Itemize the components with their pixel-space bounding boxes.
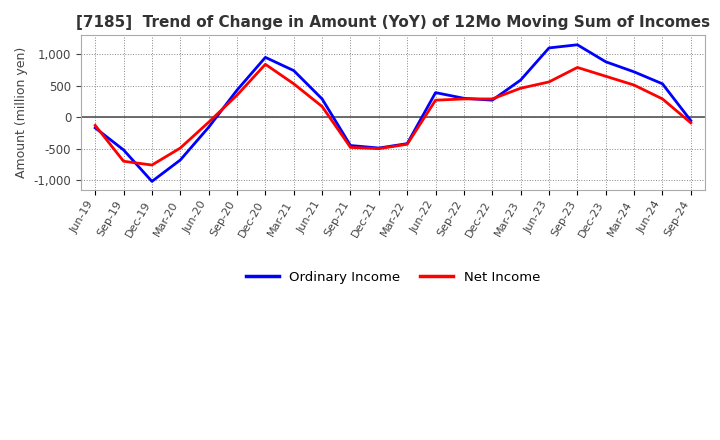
Net Income [120, 158, 128, 164]
Ordinary Income [233, 88, 241, 93]
Ordinary Income [431, 90, 440, 95]
Net Income [686, 120, 695, 125]
Title: [7185]  Trend of Change in Amount (YoY) of 12Mo Moving Sum of Incomes: [7185] Trend of Change in Amount (YoY) o… [76, 15, 710, 30]
Net Income [374, 146, 383, 151]
Net Income [204, 120, 213, 125]
Net Income [261, 62, 270, 67]
Ordinary Income [545, 45, 554, 51]
Ordinary Income [403, 141, 412, 146]
Net Income [601, 73, 610, 79]
Y-axis label: Amount (million yen): Amount (million yen) [15, 47, 28, 178]
Net Income [148, 162, 156, 168]
Line: Ordinary Income: Ordinary Income [95, 45, 690, 181]
Ordinary Income [148, 179, 156, 184]
Ordinary Income [488, 98, 497, 103]
Net Income [573, 65, 582, 70]
Net Income [545, 79, 554, 84]
Net Income [233, 92, 241, 98]
Ordinary Income [630, 69, 639, 74]
Net Income [403, 142, 412, 147]
Ordinary Income [658, 81, 667, 86]
Ordinary Income [601, 59, 610, 64]
Ordinary Income [120, 147, 128, 153]
Ordinary Income [516, 77, 525, 83]
Ordinary Income [204, 125, 213, 130]
Net Income [91, 123, 99, 128]
Net Income [630, 82, 639, 88]
Ordinary Income [459, 95, 468, 101]
Ordinary Income [176, 158, 184, 163]
Net Income [459, 96, 468, 102]
Net Income [318, 104, 326, 109]
Legend: Ordinary Income, Net Income: Ordinary Income, Net Income [240, 266, 546, 289]
Ordinary Income [686, 118, 695, 123]
Ordinary Income [573, 42, 582, 48]
Net Income [289, 81, 298, 86]
Ordinary Income [346, 143, 355, 148]
Ordinary Income [318, 96, 326, 102]
Net Income [431, 98, 440, 103]
Net Income [516, 86, 525, 91]
Net Income [346, 145, 355, 150]
Ordinary Income [261, 55, 270, 60]
Ordinary Income [91, 125, 99, 131]
Ordinary Income [289, 68, 298, 73]
Net Income [176, 145, 184, 150]
Net Income [658, 96, 667, 102]
Line: Net Income: Net Income [95, 64, 690, 165]
Ordinary Income [374, 145, 383, 150]
Net Income [488, 96, 497, 102]
